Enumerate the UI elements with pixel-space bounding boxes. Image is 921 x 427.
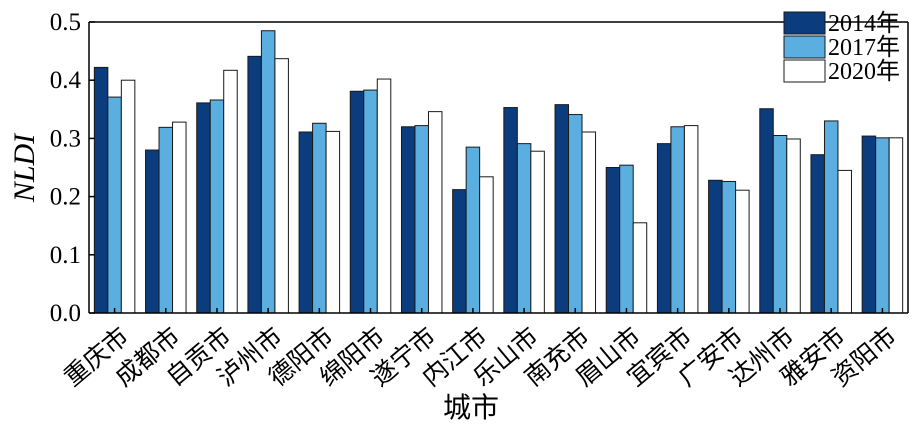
y-tick-label: 0.5 (50, 9, 81, 36)
bar-2014年-乐山市 (503, 107, 518, 314)
bar-2020年-眉山市 (632, 222, 648, 314)
bar-2020年-乐山市 (530, 150, 545, 314)
bar-2020年-达州市 (786, 138, 801, 314)
bar-2014年-成都市 (145, 149, 160, 314)
bar-2020年-重庆市 (120, 79, 136, 314)
bar-2014年-达州市 (759, 108, 774, 314)
legend-label: 2020年 (828, 58, 900, 85)
legend-swatch-2020年 (783, 59, 826, 83)
bar-2014年-南充市 (554, 104, 570, 314)
bar-2014年-自贡市 (196, 102, 211, 314)
bar-2020年-泸州市 (274, 58, 289, 314)
bar-2017年-资阳市 (875, 137, 890, 314)
y-tick-label: 0.2 (50, 184, 81, 211)
bar-2014年-遂宁市 (400, 126, 416, 314)
x-axis-label: 城市 (443, 391, 499, 424)
bar-2020年-雅安市 (837, 169, 852, 314)
bar-2017年-绵阳市 (363, 89, 378, 314)
bar-2017年-泸州市 (260, 30, 276, 314)
bar-2017年-遂宁市 (414, 125, 429, 314)
bar-2014年-资阳市 (861, 135, 877, 314)
bar-2017年-成都市 (158, 126, 174, 314)
legend-swatch-2014年 (783, 11, 826, 35)
bar-2014年-雅安市 (810, 154, 825, 314)
bar-2020年-内江市 (479, 176, 494, 314)
bar-2020年-南充市 (581, 131, 597, 314)
y-tick-label: 0.4 (50, 67, 82, 94)
bar-2020年-成都市 (172, 121, 187, 314)
bar-2014年-眉山市 (605, 167, 621, 314)
bar-2020年-资阳市 (888, 137, 904, 314)
y-tick-label: 0.0 (50, 300, 81, 327)
bar-2014年-内江市 (452, 189, 467, 314)
y-tick-label: 0.1 (50, 242, 81, 269)
bar-2014年-泸州市 (247, 55, 262, 314)
bar-2017年-重庆市 (107, 96, 122, 314)
legend-swatch-2017年 (783, 35, 826, 59)
bar-2017年-宜宾市 (670, 126, 685, 314)
bar-2020年-宜宾市 (683, 125, 699, 314)
bar-2020年-遂宁市 (427, 111, 443, 314)
bar-2017年-乐山市 (516, 143, 532, 314)
legend-label: 2014年 (828, 10, 900, 37)
legend-label: 2017年 (828, 34, 900, 61)
bar-2017年-雅安市 (823, 120, 839, 314)
y-tick-label: 0.3 (50, 125, 81, 152)
bar-2017年-广安市 (721, 180, 737, 314)
bar-2020年-广安市 (735, 189, 750, 314)
bar-2014年-广安市 (708, 179, 723, 314)
y-axis-label: NLDI (8, 132, 41, 203)
bar-2014年-宜宾市 (656, 143, 672, 314)
bar-2020年-德阳市 (325, 130, 341, 314)
bar-2014年-德阳市 (298, 131, 314, 314)
bars-group (93, 30, 904, 314)
bar-2017年-内江市 (465, 146, 481, 314)
bar-2014年-重庆市 (93, 66, 109, 314)
bar-2020年-绵阳市 (376, 78, 392, 314)
bar-2017年-眉山市 (619, 164, 634, 314)
bar-2017年-南充市 (568, 114, 583, 314)
bar-2017年-达州市 (772, 134, 788, 314)
bar-2017年-自贡市 (209, 99, 225, 314)
bar-2017年-德阳市 (312, 122, 327, 314)
bar-2020年-自贡市 (223, 69, 238, 314)
bar-2014年-绵阳市 (349, 90, 365, 314)
